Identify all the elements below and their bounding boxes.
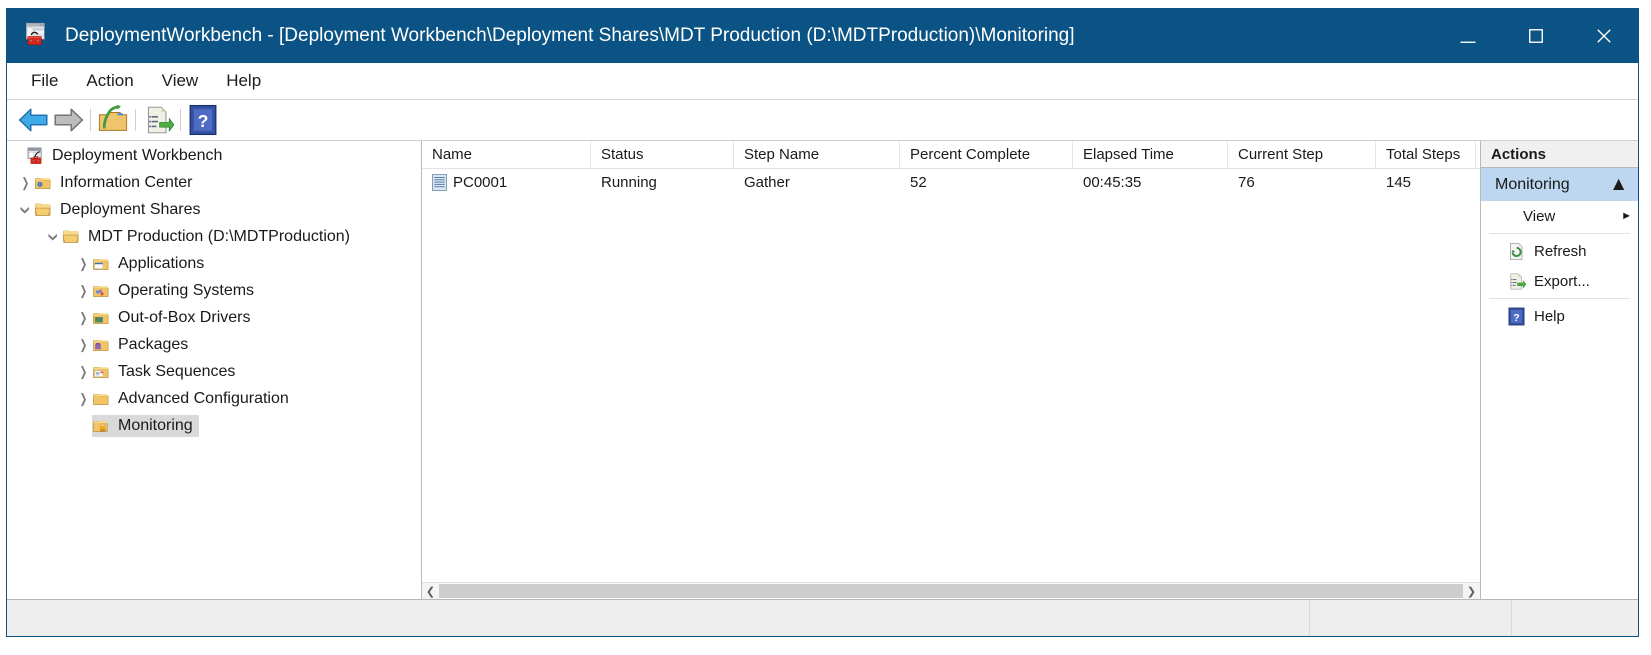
svg-text:?: ? [1513, 312, 1519, 323]
svg-text:i: i [39, 182, 40, 186]
svg-text:?: ? [198, 111, 209, 131]
